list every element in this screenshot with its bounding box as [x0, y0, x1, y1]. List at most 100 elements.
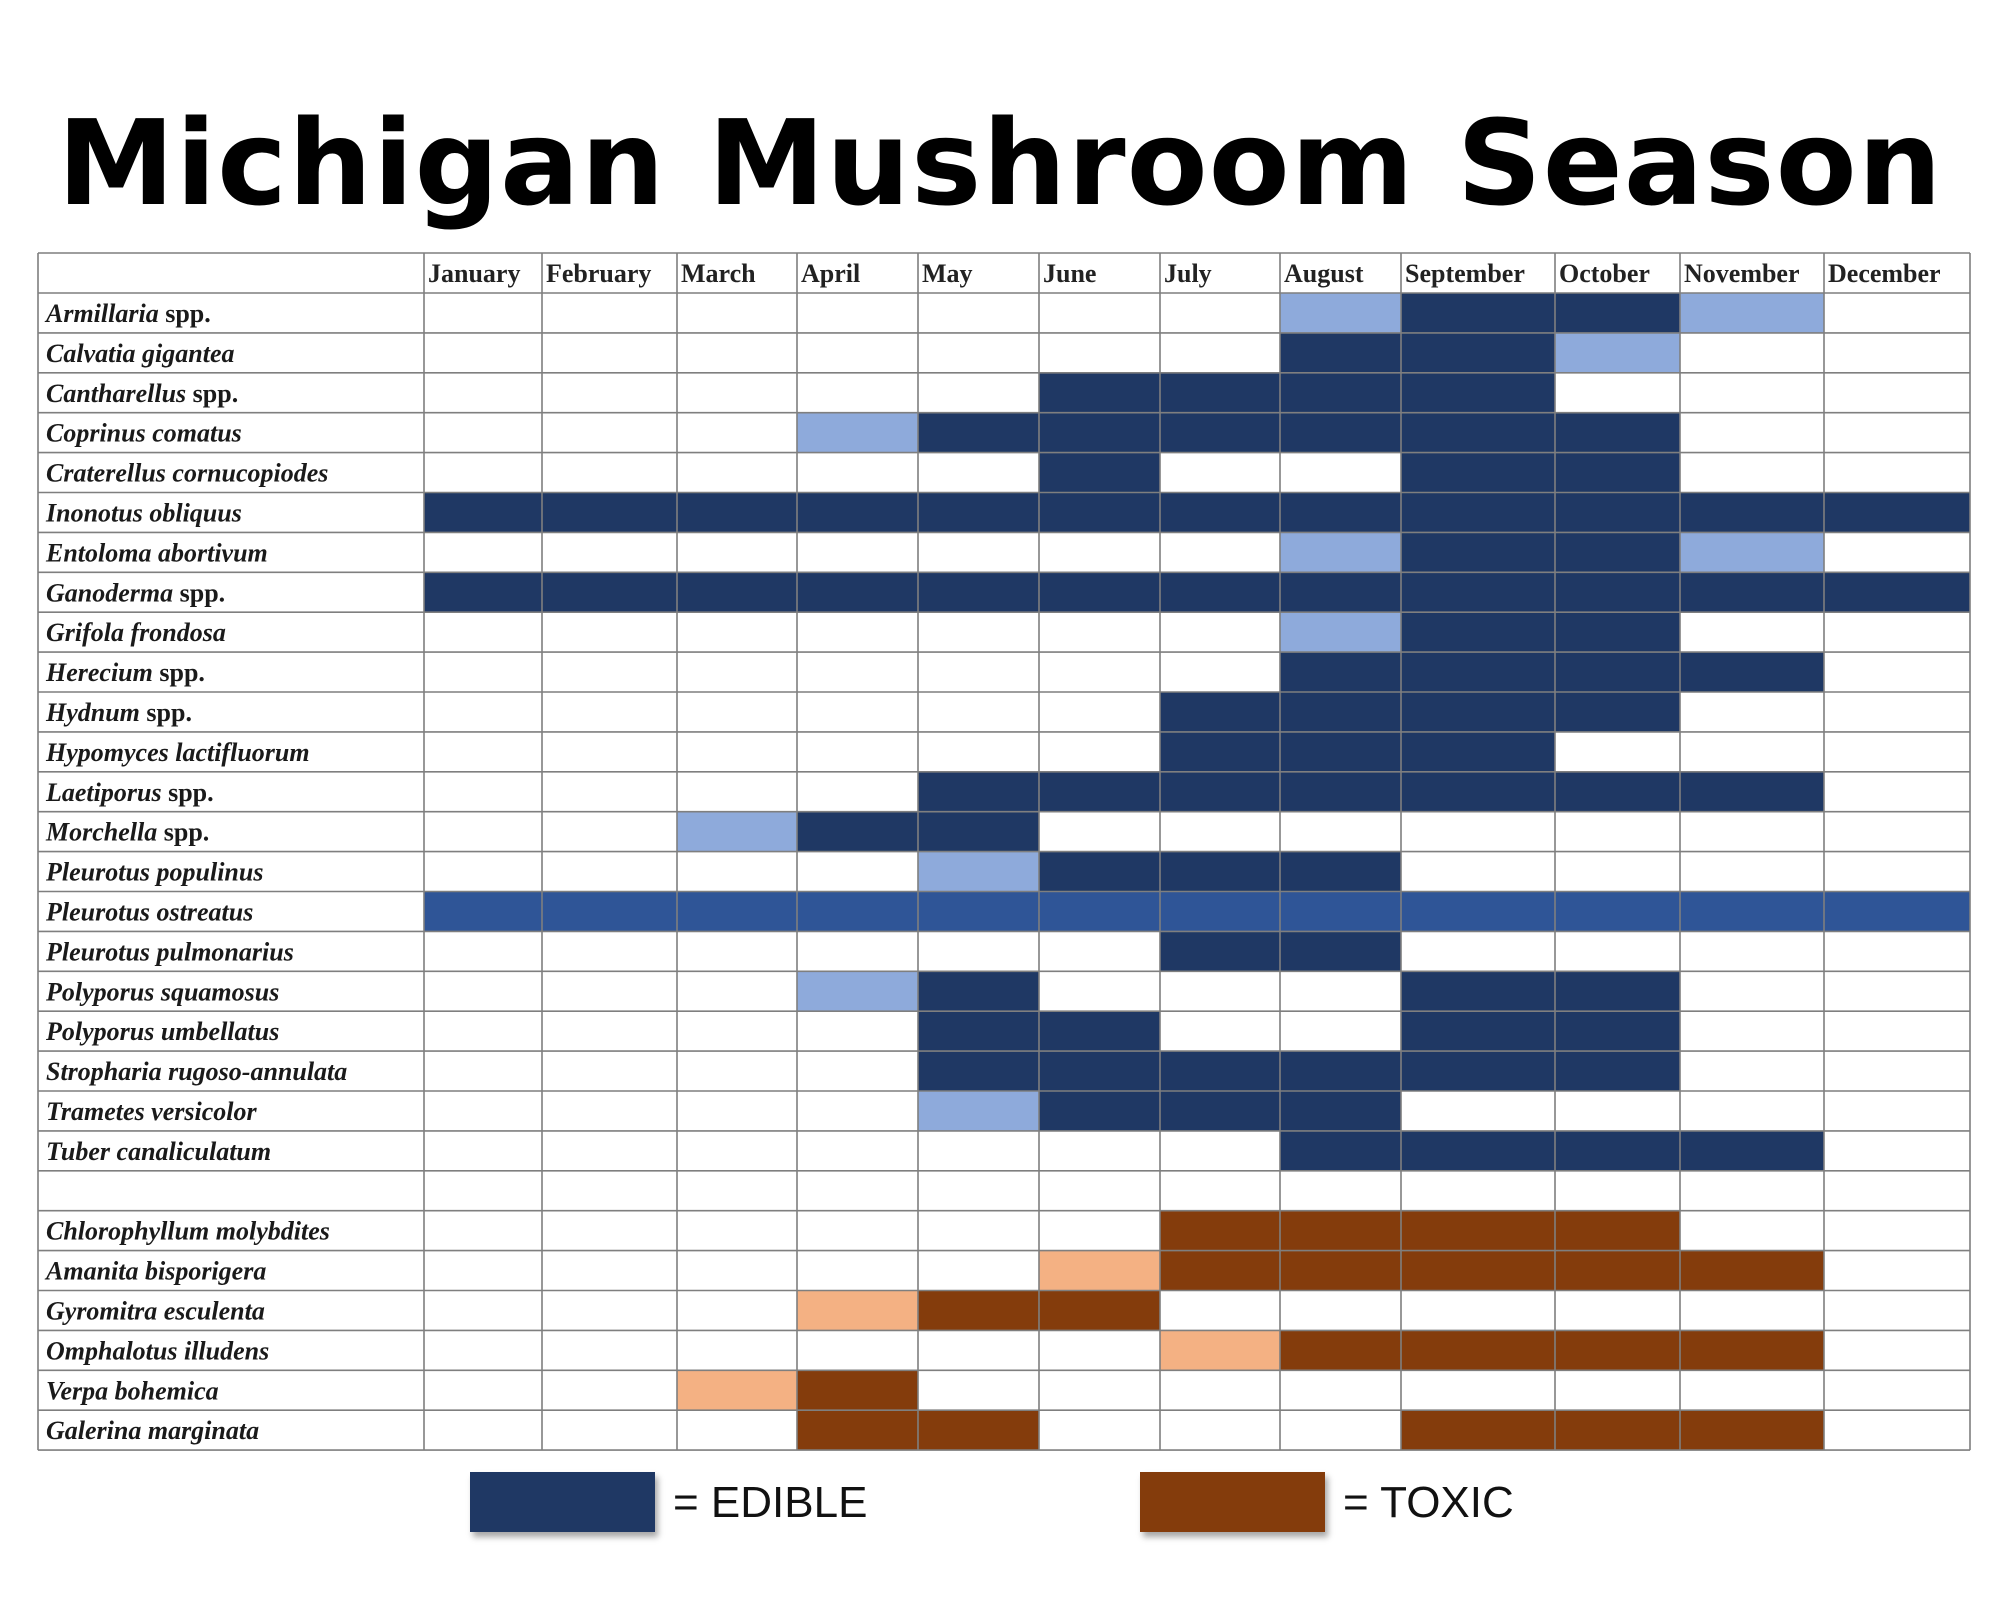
season-cell: [1280, 1250, 1401, 1291]
season-cell: [1555, 1210, 1680, 1251]
season-cell: [1160, 771, 1280, 812]
species-label: Polyporus umbellatus: [45, 1017, 279, 1046]
season-cell: [424, 891, 542, 932]
season-cell: [1160, 1051, 1280, 1091]
season-cell: [1280, 771, 1401, 812]
season-cell: [1280, 492, 1401, 533]
legend-edible-label: = EDIBLE: [673, 1478, 868, 1527]
season-cell: [1280, 532, 1401, 573]
season-cell: [1160, 1250, 1280, 1291]
season-cell: [1401, 1330, 1555, 1371]
species-label: Verpa bohemica: [46, 1376, 219, 1405]
species-label: Coprinus comatus: [46, 419, 242, 448]
season-cell: [542, 572, 677, 613]
species-label: Herecium spp.: [45, 658, 205, 687]
season-cell: [542, 492, 677, 533]
season-cell: [1824, 492, 1970, 533]
species-label: Craterellus cornucopiodes: [46, 459, 328, 488]
season-cell: [542, 891, 677, 932]
species-label: Pleurotus ostreatus: [45, 898, 253, 927]
month-header: April: [801, 259, 860, 288]
season-cell: [424, 492, 542, 533]
species-label: Gyromitra esculenta: [46, 1297, 265, 1326]
season-cell: [1680, 771, 1824, 812]
season-cell: [1555, 452, 1680, 493]
species-label: Inonotus obliquus: [45, 499, 242, 528]
legend-edible-swatch: [470, 1472, 655, 1532]
season-cell: [1555, 1250, 1680, 1291]
species-label: Tuber canaliculatum: [46, 1137, 271, 1166]
season-cell: [1039, 1091, 1160, 1131]
season-cell: [1160, 731, 1280, 772]
season-cell: [1555, 532, 1680, 573]
season-cell: [1680, 532, 1824, 573]
season-cell: [1680, 572, 1824, 613]
season-cell: [1680, 1250, 1824, 1291]
season-cell: [1280, 652, 1401, 692]
species-label: Cantharellus spp.: [46, 379, 238, 408]
season-cell: [1555, 771, 1680, 812]
season-cell: [1401, 891, 1555, 932]
season-cell: [1280, 1130, 1401, 1171]
season-cell: [1680, 1330, 1824, 1371]
season-cell: [1401, 1410, 1555, 1451]
season-cell: [1401, 412, 1555, 453]
season-cell: [797, 492, 918, 533]
season-cell: [1401, 492, 1555, 533]
season-cell: [797, 1370, 918, 1411]
season-cell: [797, 1410, 918, 1451]
season-cell: [918, 851, 1039, 892]
season-cell: [677, 1370, 797, 1411]
season-cell: [1039, 1250, 1160, 1291]
season-cell: [1401, 1051, 1555, 1091]
species-label: Pleurotus pulmonarius: [45, 937, 294, 966]
month-header: February: [546, 259, 651, 288]
season-cell: [1039, 412, 1160, 453]
season-cell: [1280, 692, 1401, 732]
season-cell: [1280, 1330, 1401, 1371]
season-cell: [918, 492, 1039, 533]
season-cell: [1160, 1210, 1280, 1251]
season-cell: [1039, 1051, 1160, 1091]
season-cell: [1160, 412, 1280, 453]
season-cell: [1280, 1091, 1401, 1131]
species-label: Entoloma abortivum: [45, 538, 268, 567]
season-cell: [1039, 891, 1160, 932]
season-cell: [1401, 293, 1555, 333]
season-cell: [1039, 1290, 1160, 1331]
season-cell: [1039, 452, 1160, 493]
season-cell: [1555, 293, 1680, 333]
season-cell: [1160, 1330, 1280, 1371]
species-label: Laetiporus spp.: [45, 778, 214, 807]
season-cell: [1160, 372, 1280, 413]
season-cell: [1160, 891, 1280, 932]
season-cell: [918, 1410, 1039, 1451]
season-cell: [797, 971, 918, 1012]
species-label: Pleurotus populinus: [45, 858, 263, 887]
season-cell: [918, 1091, 1039, 1131]
season-cell: [1401, 652, 1555, 692]
season-cell: [918, 1011, 1039, 1052]
season-cell: [918, 771, 1039, 812]
season-cell: [1280, 731, 1401, 772]
season-cell: [1555, 492, 1680, 533]
season-cell: [1160, 572, 1280, 613]
season-cell: [1555, 1410, 1680, 1451]
month-header: September: [1405, 259, 1525, 288]
season-cell: [1039, 572, 1160, 613]
season-cell: [1555, 412, 1680, 453]
month-header: October: [1559, 259, 1650, 288]
month-header: June: [1043, 259, 1096, 288]
season-cell: [424, 572, 542, 613]
season-cell: [1401, 452, 1555, 493]
species-label: Stropharia rugoso-annulata: [46, 1057, 347, 1086]
season-cell: [1555, 1330, 1680, 1371]
month-header: January: [428, 259, 520, 288]
season-cell: [1401, 692, 1555, 732]
season-cell: [1160, 851, 1280, 892]
season-cell: [918, 1290, 1039, 1331]
season-cell: [1401, 1210, 1555, 1251]
season-cell: [797, 1290, 918, 1331]
chart-title: Michigan Mushroom Season: [57, 94, 1943, 232]
